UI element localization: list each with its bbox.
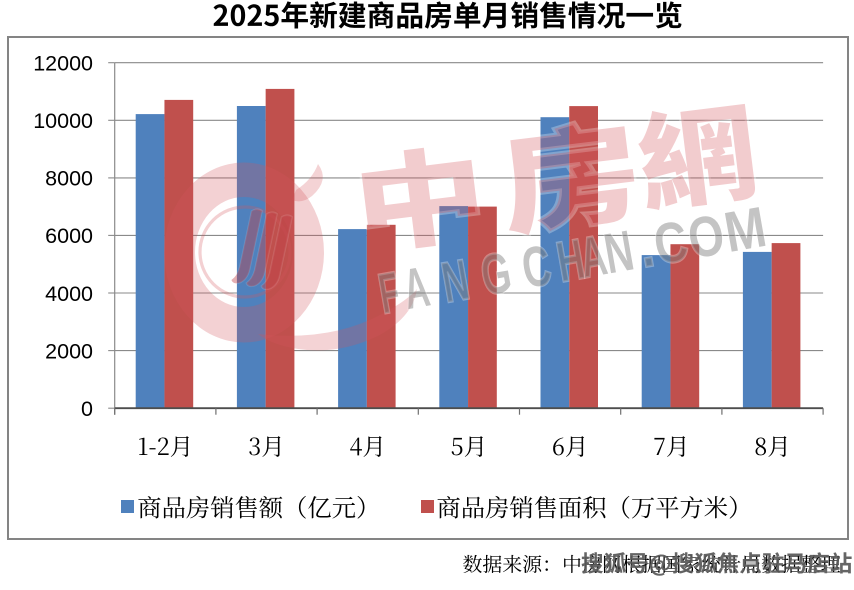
svg-text:10000: 10000 (33, 109, 93, 133)
svg-text:12000: 12000 (33, 52, 93, 76)
svg-text:8000: 8000 (45, 167, 93, 191)
svg-text:0: 0 (81, 397, 93, 421)
svg-text:2000: 2000 (45, 339, 93, 363)
svg-text:6000: 6000 (45, 224, 93, 248)
svg-text:4000: 4000 (45, 282, 93, 306)
